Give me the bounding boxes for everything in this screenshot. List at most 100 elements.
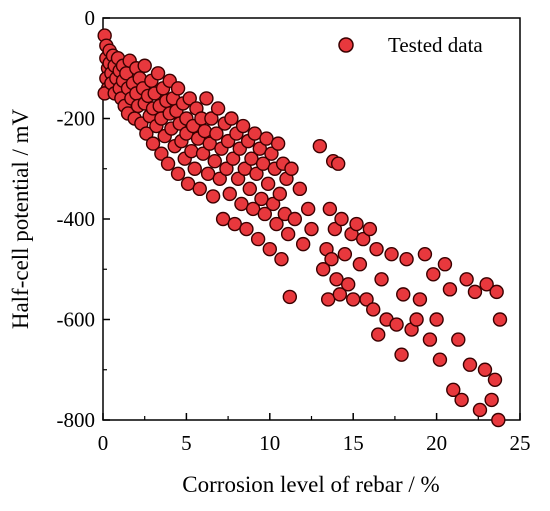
x-tick-label: 10 xyxy=(259,431,280,455)
data-point xyxy=(369,241,384,257)
data-point xyxy=(329,272,344,287)
data-point xyxy=(349,216,364,232)
data-point xyxy=(139,126,154,141)
data-point xyxy=(222,186,237,202)
data-point xyxy=(454,392,469,408)
y-axis-ticks: 0 -200 -400 -600 -800 xyxy=(57,6,110,432)
data-point xyxy=(182,91,197,106)
data-point xyxy=(492,312,508,327)
data-point xyxy=(184,143,199,159)
legend-label: Tested data xyxy=(388,33,483,57)
data-point xyxy=(334,211,349,227)
data-point xyxy=(352,257,368,272)
x-tick-label: 20 xyxy=(426,431,447,455)
data-point xyxy=(389,317,404,332)
data-point xyxy=(315,262,331,277)
data-point xyxy=(426,267,441,282)
data-point xyxy=(467,284,483,300)
data-point xyxy=(472,402,488,418)
data-point xyxy=(225,151,241,166)
data-point xyxy=(282,289,298,305)
data-point xyxy=(227,216,242,232)
data-point xyxy=(477,362,493,377)
data-point xyxy=(359,292,374,307)
x-tick-label: 25 xyxy=(510,431,531,455)
data-point xyxy=(422,332,438,347)
data-point xyxy=(491,412,506,428)
data-point xyxy=(332,287,348,302)
data-point xyxy=(154,146,169,161)
data-point xyxy=(210,101,226,116)
data-point xyxy=(274,252,289,267)
x-tick-label: 5 xyxy=(181,431,192,455)
data-point xyxy=(205,189,221,204)
data-point xyxy=(442,282,458,297)
data-point xyxy=(192,181,207,197)
data-point xyxy=(396,287,411,302)
data-point xyxy=(255,156,271,171)
legend-marker xyxy=(338,37,354,53)
data-point xyxy=(212,171,227,187)
data-point xyxy=(170,81,186,96)
data-point xyxy=(340,277,356,292)
data-point xyxy=(295,236,311,252)
data-point xyxy=(489,284,504,300)
y-axis-title: Half-cell potential / mV xyxy=(8,108,33,329)
y-tick-label: -200 xyxy=(57,107,96,131)
data-point xyxy=(197,123,212,139)
data-point xyxy=(200,166,216,181)
data-point xyxy=(260,176,276,192)
data-point xyxy=(254,191,269,207)
data-point xyxy=(235,118,251,134)
data-point xyxy=(137,58,152,73)
data-point xyxy=(224,111,239,126)
data-point xyxy=(257,206,272,222)
data-point xyxy=(280,226,296,242)
data-point xyxy=(346,292,361,307)
data-point xyxy=(204,111,219,126)
data-point xyxy=(180,176,196,192)
data-point xyxy=(262,241,277,257)
data-point xyxy=(374,272,389,287)
data-point xyxy=(284,161,299,176)
data-point xyxy=(446,382,461,398)
data-point xyxy=(249,166,264,181)
legend: Tested data xyxy=(338,33,483,57)
data-point xyxy=(252,141,267,156)
y-tick-label: -400 xyxy=(57,207,96,231)
data-point xyxy=(237,161,252,176)
data-point xyxy=(150,66,166,81)
data-point xyxy=(479,277,494,292)
y-tick-label: -800 xyxy=(57,408,96,432)
y-tick-label: 0 xyxy=(85,6,96,30)
data-point xyxy=(412,292,428,307)
data-point xyxy=(399,252,414,267)
data-point xyxy=(245,201,261,217)
data-point xyxy=(484,392,499,408)
data-point xyxy=(234,196,249,212)
data-point xyxy=(270,136,286,151)
data-point xyxy=(242,181,257,197)
data-point xyxy=(330,156,346,171)
data-point xyxy=(437,257,453,272)
data-point xyxy=(300,201,316,217)
data-point xyxy=(384,246,399,262)
x-axis-ticks: 0 5 10 15 20 25 xyxy=(98,413,531,455)
data-point xyxy=(371,327,386,342)
data-point xyxy=(320,292,336,307)
y-tick-label: -600 xyxy=(57,308,96,332)
data-point xyxy=(199,91,214,106)
data-points xyxy=(97,28,508,428)
data-point xyxy=(259,131,274,146)
data-point xyxy=(417,246,433,262)
data-point xyxy=(160,156,176,171)
data-point xyxy=(239,221,254,237)
data-point xyxy=(356,231,371,247)
data-point xyxy=(264,146,279,161)
data-point xyxy=(394,347,409,362)
data-point xyxy=(230,171,246,187)
data-point xyxy=(322,201,338,217)
x-axis-title: Corrosion level of rebar / % xyxy=(182,472,439,497)
